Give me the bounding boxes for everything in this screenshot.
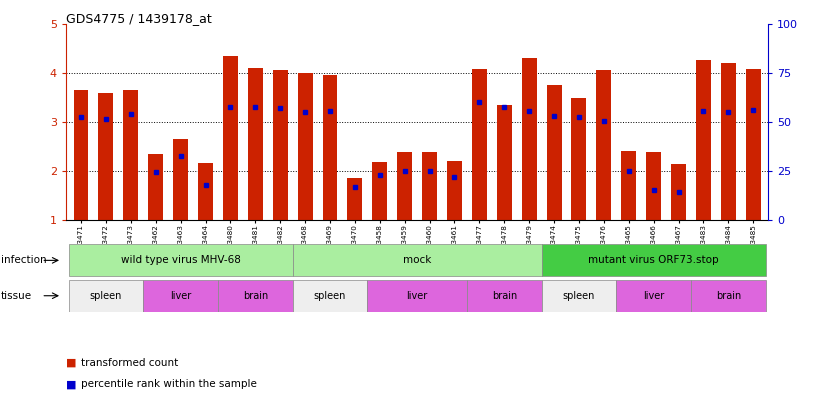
Text: ■: ■: [66, 379, 77, 389]
Bar: [547, 85, 562, 220]
Bar: [218, 280, 292, 312]
Bar: [621, 151, 636, 220]
Bar: [616, 280, 691, 312]
Bar: [74, 90, 88, 220]
Text: spleen: spleen: [90, 291, 122, 301]
Text: infection: infection: [1, 255, 46, 265]
Bar: [69, 280, 143, 312]
Bar: [691, 280, 766, 312]
Bar: [671, 163, 686, 220]
Text: liver: liver: [643, 291, 664, 301]
Bar: [368, 280, 467, 312]
Text: ■: ■: [66, 358, 77, 367]
Text: transformed count: transformed count: [81, 358, 178, 367]
Bar: [173, 139, 188, 220]
Bar: [123, 90, 138, 220]
Text: spleen: spleen: [314, 291, 346, 301]
Bar: [273, 70, 287, 220]
Bar: [696, 61, 711, 220]
Bar: [596, 70, 611, 220]
Bar: [572, 98, 586, 220]
Text: brain: brain: [715, 291, 741, 301]
Bar: [143, 280, 218, 312]
Bar: [472, 69, 487, 220]
Text: mock: mock: [403, 255, 431, 265]
Bar: [248, 68, 263, 220]
Bar: [69, 244, 292, 276]
Bar: [522, 58, 537, 220]
Bar: [198, 163, 213, 220]
Bar: [422, 152, 437, 220]
Text: GDS4775 / 1439178_at: GDS4775 / 1439178_at: [66, 12, 211, 25]
Bar: [292, 244, 542, 276]
Bar: [467, 280, 542, 312]
Bar: [223, 55, 238, 220]
Bar: [148, 154, 164, 220]
Bar: [348, 178, 363, 220]
Text: percentile rank within the sample: percentile rank within the sample: [81, 379, 257, 389]
Bar: [373, 162, 387, 220]
Bar: [496, 105, 512, 220]
Text: brain: brain: [243, 291, 268, 301]
Text: brain: brain: [491, 291, 517, 301]
Bar: [721, 63, 736, 220]
Bar: [542, 244, 766, 276]
Bar: [297, 73, 312, 220]
Bar: [98, 94, 113, 220]
Bar: [292, 280, 368, 312]
Bar: [447, 161, 462, 220]
Bar: [646, 152, 661, 220]
Text: tissue: tissue: [1, 291, 32, 301]
Text: spleen: spleen: [563, 291, 596, 301]
Text: liver: liver: [406, 291, 428, 301]
Text: liver: liver: [170, 291, 192, 301]
Bar: [746, 69, 761, 220]
Bar: [397, 152, 412, 220]
Bar: [542, 280, 616, 312]
Text: mutant virus ORF73.stop: mutant virus ORF73.stop: [588, 255, 719, 265]
Text: wild type virus MHV-68: wild type virus MHV-68: [121, 255, 240, 265]
Bar: [322, 75, 338, 220]
